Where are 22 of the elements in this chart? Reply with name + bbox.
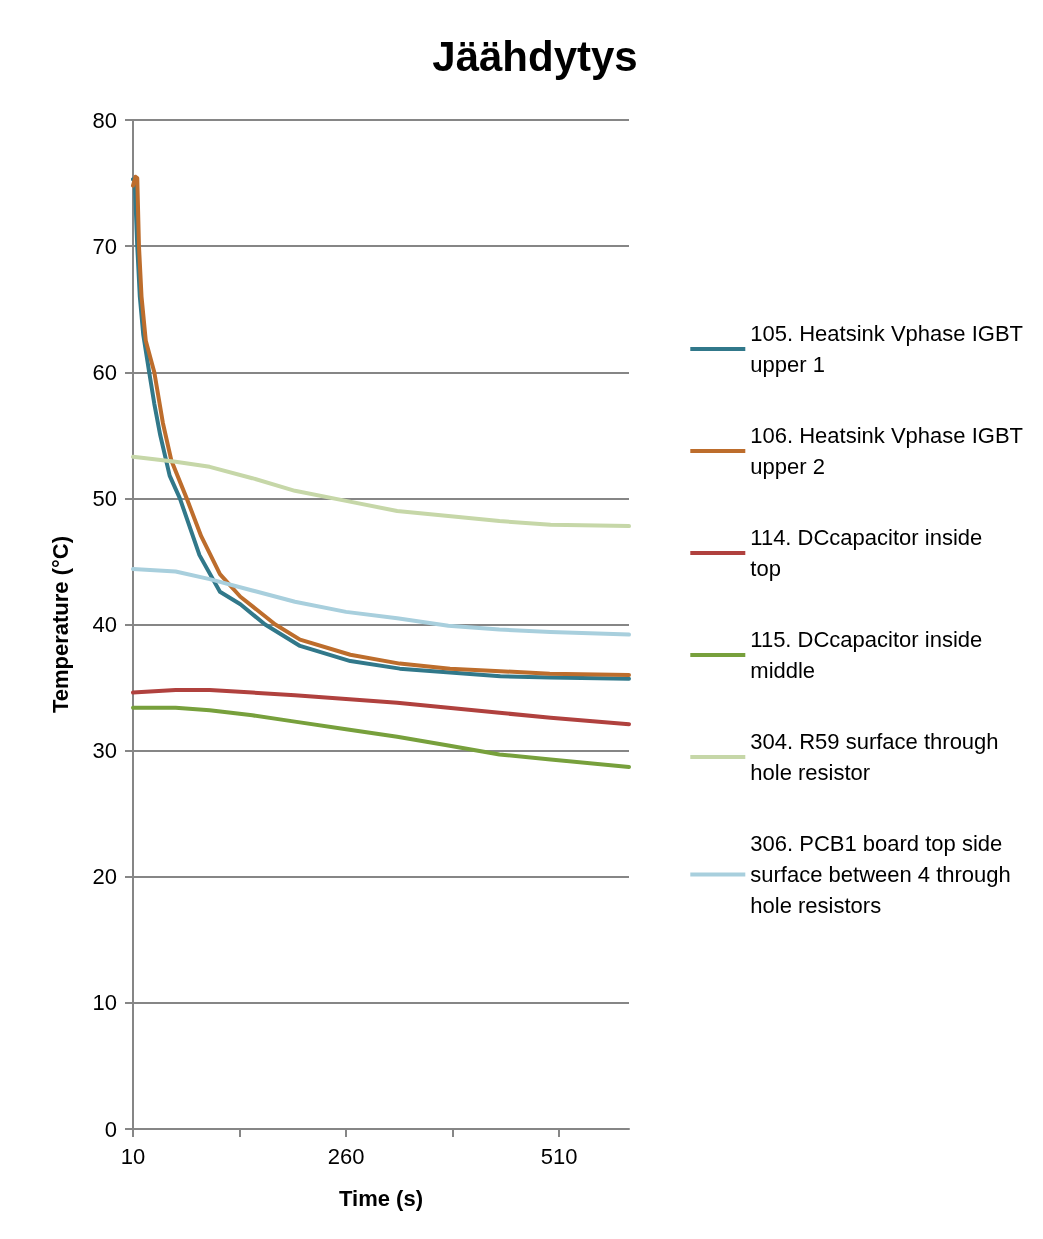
x-tick-label: 510: [540, 1143, 578, 1169]
x-tick-label: 10: [120, 1143, 146, 1169]
legend-label: 306. PCB1 board top side surface between 4 through hole resistors: [750, 831, 1011, 918]
y-tick-label: 20: [92, 864, 117, 890]
legend-label: 106. Heatsink Vphase IGBT upper 2: [750, 423, 1023, 479]
y-tick-label: 70: [92, 233, 117, 259]
legend-label: 114. DCcapacitor inside top: [750, 525, 983, 581]
y-axis-title: Temperature (°C): [47, 535, 73, 714]
legend-label: 304. R59 surface through hole resistor: [750, 729, 999, 785]
y-tick-label: 60: [92, 359, 117, 385]
y-tick-label: 80: [92, 107, 117, 133]
chart-title: Jäähdytys: [432, 32, 638, 80]
y-tick-label: 40: [92, 612, 117, 637]
line-series: [131, 688, 631, 727]
legend-label: 105. Heatsink Vphase IGBT upper 1: [750, 321, 1023, 377]
y-tick-label: 0: [104, 1116, 117, 1142]
x-axis-title: Time (s): [339, 1185, 423, 1211]
y-tick-label: 10: [92, 990, 117, 1016]
y-tick-label: 50: [92, 485, 117, 511]
legend-label: 115. DCcapacitor inside middle: [750, 627, 983, 683]
x-tick-label: 260: [327, 1143, 365, 1169]
y-tick-label: 30: [92, 738, 117, 764]
